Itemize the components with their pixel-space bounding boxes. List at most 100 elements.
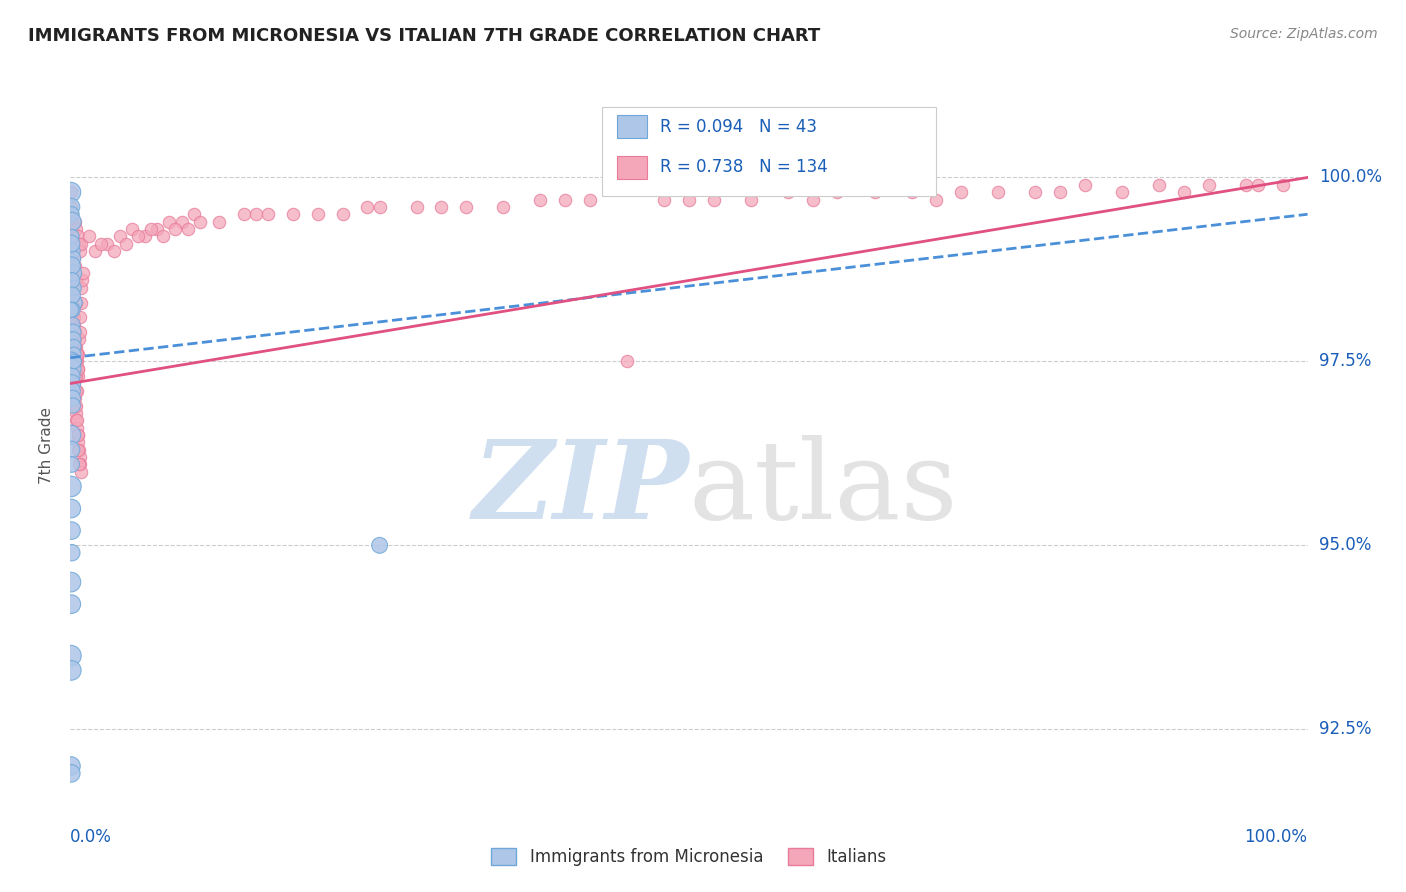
Point [66,354,89,368]
Point [60,501,83,516]
Point [63,318,86,332]
Point [1074,178,1097,192]
Text: ZIP: ZIP [472,435,689,542]
Point [59,759,82,773]
Point [115,236,138,251]
Point [66,413,89,427]
Point [405,200,427,214]
Point [63,325,86,339]
Point [62,354,84,368]
Point [281,207,304,221]
Point [77,229,100,244]
Point [60,229,83,244]
Point [62,318,84,332]
Point [60,200,83,214]
Point [69,295,91,310]
Point [63,310,86,325]
Point [66,428,89,442]
Point [1234,178,1257,192]
FancyBboxPatch shape [602,107,936,196]
Point [63,325,86,339]
Point [801,193,824,207]
Point [65,369,87,384]
Point [62,252,84,266]
Point [60,361,83,376]
Point [863,185,886,199]
Point [703,193,725,207]
Point [63,384,86,398]
Point [430,200,453,214]
Legend: Immigrants from Micronesia, Italians: Immigrants from Micronesia, Italians [485,841,893,873]
Point [170,214,193,228]
Point [62,244,84,258]
Point [616,354,638,368]
Point [63,354,86,368]
Point [1024,185,1046,199]
Point [66,361,89,376]
Point [62,281,84,295]
Point [307,207,329,221]
Point [62,229,84,244]
Point [69,465,91,479]
Point [60,273,83,287]
FancyBboxPatch shape [617,156,647,179]
Point [60,347,83,361]
Point [67,347,90,361]
Point [60,369,83,384]
Point [492,200,515,214]
Text: 95.0%: 95.0% [1319,536,1371,554]
Point [60,384,83,398]
Point [950,185,973,199]
Point [62,376,84,391]
Point [65,273,87,287]
Point [65,413,87,427]
Point [65,340,87,354]
Point [59,648,82,663]
Point [60,524,83,538]
Point [60,236,83,251]
Point [1049,185,1071,199]
Point [62,295,84,310]
Text: atlas: atlas [689,435,959,542]
Point [65,406,87,420]
Point [67,236,90,251]
Point [62,361,84,376]
Point [65,266,87,280]
Point [59,185,82,199]
Point [59,354,82,368]
Point [925,193,948,207]
Point [257,207,280,221]
Point [1198,178,1220,192]
Point [65,295,87,310]
Point [59,302,82,317]
Point [70,281,93,295]
Point [60,376,83,391]
Point [127,229,149,244]
Point [65,384,87,398]
Point [157,214,180,228]
Point [245,207,267,221]
Point [60,766,83,780]
Point [65,369,87,384]
Point [67,332,90,346]
Point [60,288,83,302]
Point [63,354,86,368]
Point [63,259,86,273]
Text: Source: ZipAtlas.com: Source: ZipAtlas.com [1230,27,1378,41]
Point [59,428,82,442]
Point [66,428,89,442]
Point [67,435,90,450]
Point [60,288,83,302]
Point [62,236,84,251]
Point [60,295,83,310]
Point [60,332,83,346]
Point [63,295,86,310]
Point [65,340,87,354]
Point [60,664,83,678]
Point [63,252,86,266]
Point [63,340,86,354]
Point [579,193,602,207]
Text: 97.5%: 97.5% [1319,352,1371,370]
Point [62,369,84,384]
Point [65,399,87,413]
